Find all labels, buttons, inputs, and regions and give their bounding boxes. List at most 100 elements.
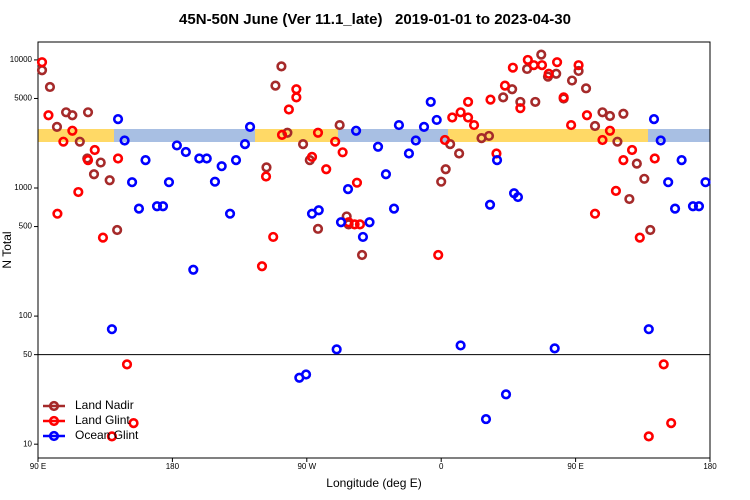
x-tick-label: 180	[166, 462, 180, 471]
point	[372, 141, 384, 152]
point	[631, 158, 642, 169]
band-land	[38, 129, 114, 142]
point	[522, 54, 533, 66]
point	[639, 173, 650, 184]
point	[224, 208, 236, 219]
point	[658, 359, 669, 370]
y-axis-label: N Total	[0, 231, 14, 268]
point	[163, 177, 175, 188]
point	[480, 413, 492, 425]
point	[112, 114, 124, 125]
series	[106, 96, 711, 425]
point	[491, 155, 503, 166]
point	[36, 57, 48, 68]
point	[643, 431, 654, 442]
point	[439, 134, 451, 146]
point	[276, 61, 287, 72]
point	[597, 107, 608, 118]
point	[666, 418, 677, 429]
point	[676, 155, 687, 166]
point	[43, 110, 54, 121]
point	[95, 157, 106, 168]
point	[44, 81, 56, 93]
point	[89, 144, 100, 156]
point	[436, 176, 447, 187]
point	[431, 114, 442, 126]
point	[462, 112, 474, 123]
point	[291, 84, 302, 95]
point	[663, 177, 674, 188]
chart-title: 45N-50N June (Ver 11.1_late) 2019-01-01 …	[179, 11, 571, 28]
x-tick-label: 180	[703, 462, 717, 471]
point	[180, 146, 191, 158]
point	[112, 224, 123, 236]
point	[655, 135, 666, 146]
point	[507, 62, 518, 73]
point	[128, 418, 139, 429]
y-tick-label: 50	[23, 350, 32, 359]
plot-frame	[37, 41, 711, 459]
y-tick-label: 5000	[14, 94, 32, 103]
point	[440, 164, 451, 175]
point	[104, 175, 115, 186]
band-land	[255, 129, 338, 142]
point	[337, 147, 348, 158]
point	[693, 201, 705, 212]
point	[643, 324, 654, 335]
point	[354, 219, 366, 230]
point	[88, 169, 100, 180]
point	[126, 177, 138, 188]
point	[335, 217, 347, 228]
point	[483, 130, 495, 142]
y-tick-label: 100	[19, 311, 33, 320]
x-axis-label: Longitude (deg E)	[326, 476, 421, 490]
legend-label: Ocean Glint	[75, 428, 139, 442]
point	[188, 264, 199, 275]
point	[52, 208, 63, 219]
point	[74, 136, 85, 147]
point	[558, 92, 569, 103]
point	[589, 208, 601, 219]
point	[312, 127, 324, 138]
point	[282, 127, 293, 138]
point	[388, 203, 400, 214]
x-tick-label: 90 W	[297, 462, 316, 471]
point	[356, 249, 368, 261]
point	[543, 68, 554, 79]
y-tick-label: 10	[23, 439, 32, 448]
x-tick-label: 90 E	[30, 462, 46, 471]
point	[349, 219, 360, 230]
point	[581, 110, 593, 121]
point	[260, 171, 272, 182]
point	[455, 107, 466, 118]
point	[418, 121, 430, 132]
point	[484, 199, 496, 210]
point	[140, 155, 151, 166]
point	[357, 231, 369, 243]
point	[512, 191, 524, 203]
point	[67, 110, 78, 121]
point	[313, 205, 324, 216]
series	[36, 54, 677, 442]
point	[276, 129, 288, 140]
point	[624, 193, 635, 205]
point	[612, 136, 623, 147]
point	[244, 121, 256, 132]
point	[297, 139, 309, 150]
point	[106, 324, 118, 335]
point	[669, 203, 681, 214]
point	[270, 80, 281, 91]
point	[425, 96, 436, 108]
point	[566, 119, 577, 131]
point	[645, 224, 656, 236]
legend-marker	[48, 430, 60, 442]
legend-label: Land Nadir	[75, 398, 134, 412]
point	[634, 232, 645, 243]
point	[312, 223, 324, 234]
point	[334, 119, 345, 131]
point	[380, 169, 392, 180]
point	[133, 203, 145, 214]
point	[351, 177, 363, 188]
point	[121, 359, 133, 370]
